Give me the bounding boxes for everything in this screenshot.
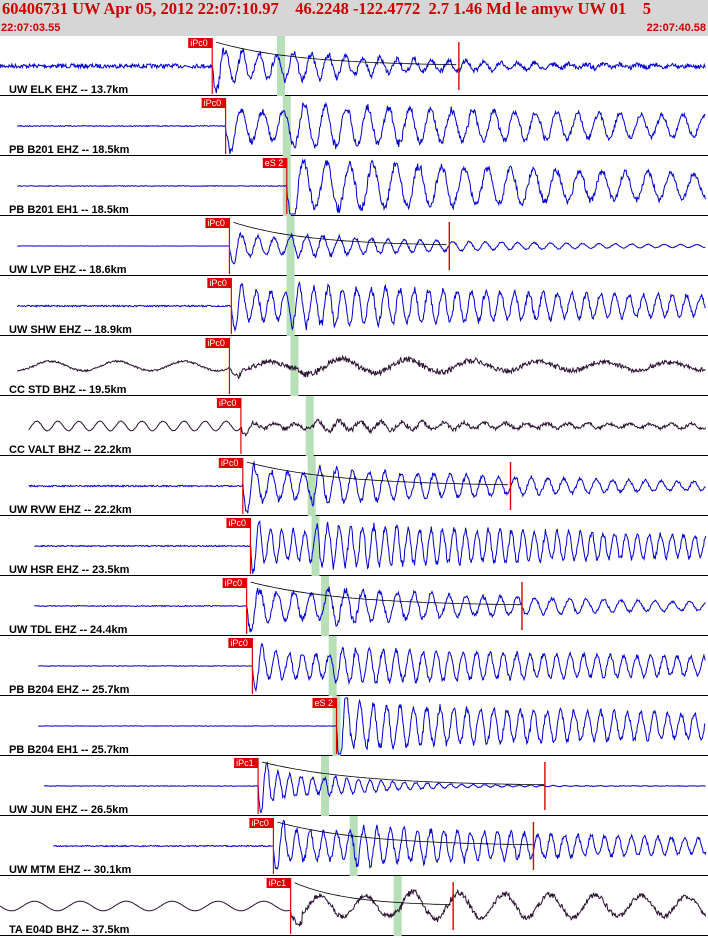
- pick-badge: [201, 98, 226, 108]
- waveform: [17, 231, 706, 265]
- pick-label: iPc0: [219, 398, 237, 408]
- pick-label: iPc0: [251, 818, 269, 828]
- trace-panel: iPc0 UW LVP EHZ -- 18.6km: [0, 216, 708, 276]
- trace-panel: iPc0 CC STD BHZ -- 19.5km: [0, 336, 708, 396]
- station-label: CC STD BHZ -- 19.5km: [9, 384, 127, 396]
- pick-badge: [205, 218, 230, 228]
- end-time: 22:07:40.58: [646, 22, 706, 34]
- pick-label: iPc1: [236, 758, 254, 768]
- trace-panel: iPc0 UW TDL EHZ -- 24.4km: [0, 576, 708, 636]
- pick-badge: [234, 758, 259, 768]
- trace-panel: iPc0 PB B204 EHZ -- 25.7km: [0, 636, 708, 696]
- waveform: [16, 280, 706, 333]
- pick-label: iPc0: [204, 98, 222, 108]
- pick-badge: [312, 698, 337, 708]
- pick-label: iPc1: [269, 878, 287, 888]
- trace-panel: iPc1 TA E04D BHZ -- 37.5km: [0, 876, 708, 936]
- pick-label: iPc0: [209, 278, 227, 288]
- trace-panel: iPc0 UW MTM EHZ -- 30.1km: [0, 816, 708, 876]
- event-header: 60406731 UW Apr 05, 2012 22:07:10.97 46.…: [0, 0, 708, 36]
- waveform: [28, 460, 706, 514]
- s-window-band: [282, 96, 291, 156]
- s-window-band: [307, 456, 316, 516]
- event-title: 60406731 UW Apr 05, 2012 22:07:10.97 46.…: [2, 0, 651, 18]
- waveform: [16, 101, 706, 154]
- station-label: UW MTM EHZ -- 30.1km: [9, 864, 131, 876]
- station-label: CC VALT BHZ -- 22.2km: [9, 444, 132, 456]
- pick-badge: [262, 158, 287, 168]
- pick-badge: [266, 878, 291, 888]
- s-window-band: [305, 396, 314, 456]
- pick-label: iPc0: [221, 458, 239, 468]
- station-label: UW ELK EHZ -- 13.7km: [9, 84, 128, 96]
- coda-curve: [250, 581, 521, 606]
- seismogram-plot: iPc0 UW ELK EHZ -- 13.7km iPc0 PB B201 EHZ …: [0, 36, 708, 936]
- station-label: UW RVW EHZ -- 22.2km: [9, 504, 132, 516]
- pick-label: iPc0: [228, 518, 246, 528]
- pick-label: iPc0: [225, 578, 243, 588]
- coda-curve: [246, 461, 508, 486]
- pick-badge: [188, 38, 213, 48]
- s-window-band: [321, 756, 330, 816]
- waveform: [53, 819, 707, 870]
- waveform: [17, 158, 706, 215]
- station-label: UW LVP EHZ -- 18.6km: [9, 264, 127, 276]
- trace-panel: iPc0 UW ELK EHZ -- 13.7km: [0, 36, 708, 96]
- pick-badge: [222, 578, 247, 588]
- pick-label: eS 2: [265, 158, 284, 168]
- station-label: UW HSR EHZ -- 23.5km: [9, 564, 130, 576]
- trace-panel: eS 2 PB B204 EH1 -- 25.7km: [0, 696, 708, 756]
- station-label: PB B204 EH1 -- 25.7km: [9, 744, 129, 756]
- trace-panel: iPc0 UW SHW EHZ -- 18.9km: [0, 276, 708, 336]
- pick-badge: [207, 278, 232, 288]
- pick-badge: [218, 458, 243, 468]
- pick-badge: [216, 398, 241, 408]
- trace-panel: iPc0 UW HSR EHZ -- 23.5km: [0, 516, 708, 576]
- pick-label: iPc0: [207, 338, 225, 348]
- pick-label: eS 2: [315, 698, 334, 708]
- trace-panel: iPc1 UW JUN EHZ -- 26.5km: [0, 756, 708, 816]
- waveform: [43, 761, 706, 813]
- s-window-band: [393, 876, 402, 936]
- coda-curve: [233, 221, 447, 246]
- waveform: [17, 354, 706, 380]
- s-window-band: [321, 576, 330, 636]
- trace-panel: iPc0 UW RVW EHZ -- 22.2km: [0, 456, 708, 516]
- waveform: [28, 418, 707, 438]
- station-label: TA E04D BHZ -- 37.5km: [9, 924, 130, 936]
- s-window-band: [286, 216, 295, 276]
- s-window-band: [286, 276, 295, 336]
- pick-badge: [226, 518, 251, 528]
- coda-curve: [261, 761, 545, 786]
- station-label: PB B204 EHZ -- 25.7km: [9, 684, 130, 696]
- s-window-band: [311, 516, 320, 576]
- start-time: 22:07:03.55: [1, 22, 61, 34]
- waveform: [0, 47, 706, 94]
- coda-curve: [277, 821, 533, 846]
- station-label: UW TDL EHZ -- 24.4km: [9, 624, 128, 636]
- waveform: [38, 643, 706, 693]
- waveform: [38, 697, 706, 755]
- trace-panel: iPc0 CC VALT BHZ -- 22.2km: [0, 396, 708, 456]
- pick-label: iPc0: [230, 638, 248, 648]
- coda-curve: [294, 882, 451, 906]
- station-label: PB B201 EH1 -- 18.5km: [9, 204, 129, 216]
- waveform: [34, 586, 706, 633]
- pick-label: iPc0: [207, 218, 225, 228]
- trace-panel: eS 2 PB B201 EH1 -- 18.5km: [0, 156, 708, 216]
- pick-badge: [228, 638, 253, 648]
- pick-badge: [249, 818, 274, 828]
- trace-panel: iPc0 PB B201 EHZ -- 18.5km: [0, 96, 708, 156]
- waveform: [0, 888, 707, 928]
- station-label: PB B201 EHZ -- 18.5km: [9, 144, 130, 156]
- waveform: [34, 520, 707, 574]
- pick-label: iPc0: [190, 38, 208, 48]
- pick-badge: [205, 338, 230, 348]
- coda-curve: [216, 41, 457, 66]
- station-label: UW SHW EHZ -- 18.9km: [9, 324, 132, 336]
- station-label: UW JUN EHZ -- 26.5km: [9, 804, 128, 816]
